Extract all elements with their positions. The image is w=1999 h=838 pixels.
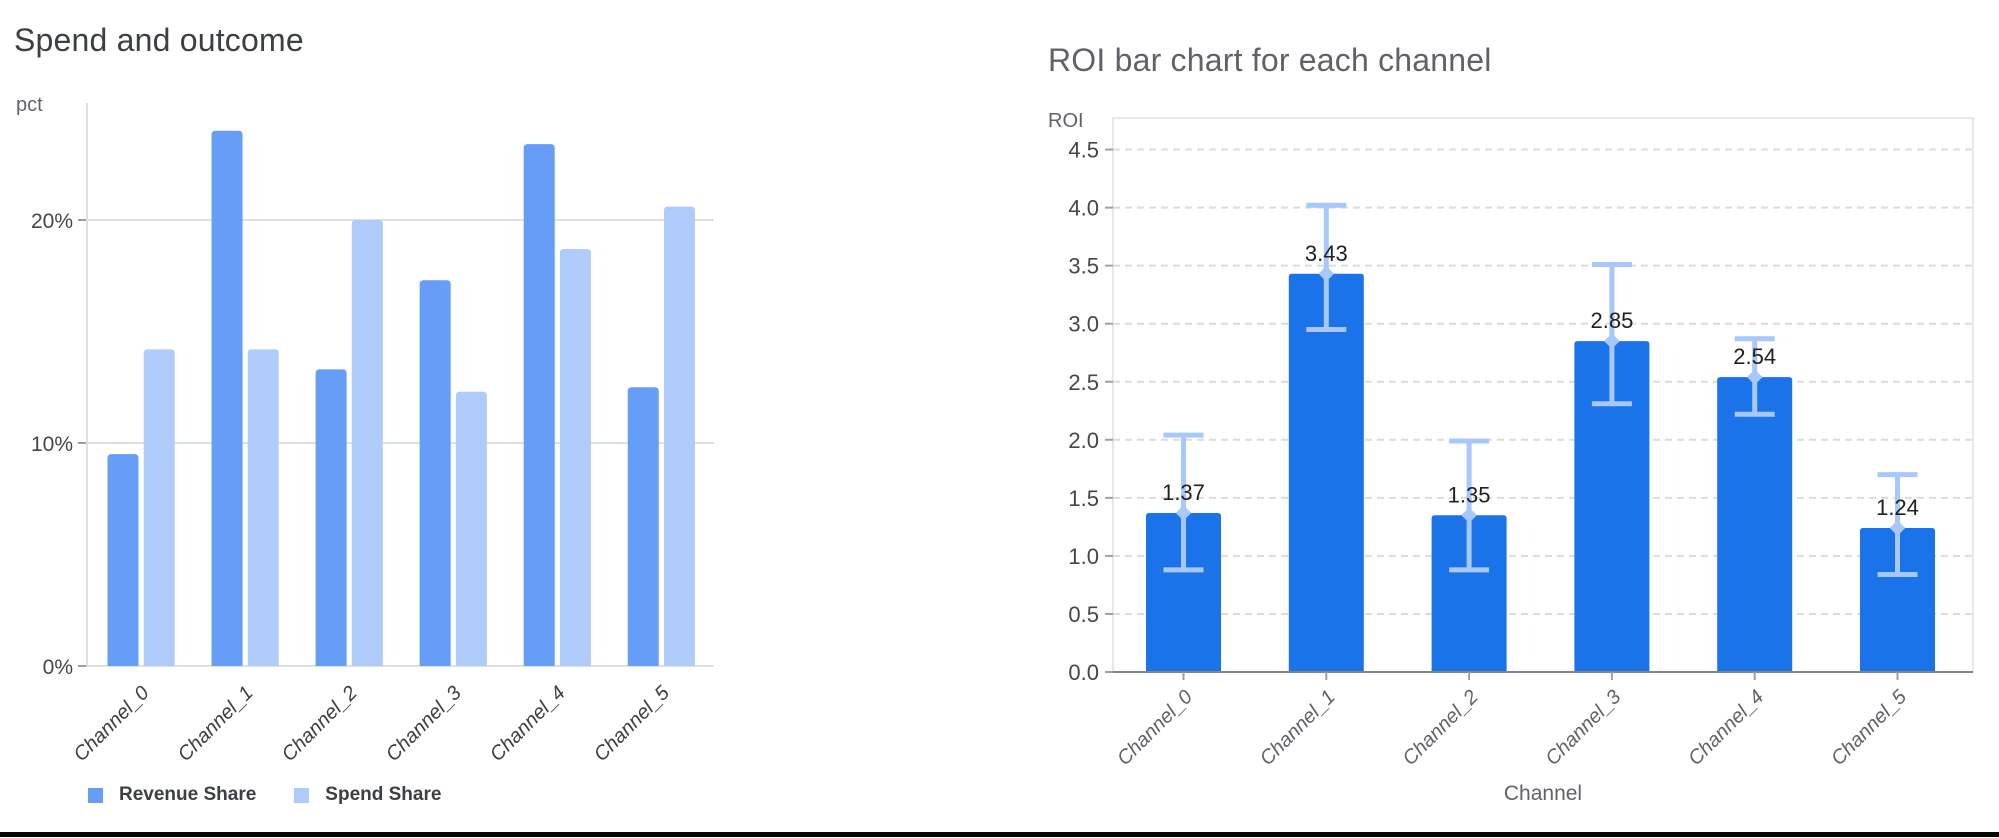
error-bar-channel_5 [1877,472,1918,577]
bar-channel_1-revenue[interactable] [211,130,243,667]
error-bar-channel_3 [1591,261,1632,407]
y-tick-label: 0% [43,656,73,679]
bar-channel_2[interactable] [1431,515,1507,672]
bar-channel_0-spend[interactable] [143,349,175,666]
bar-channel_4[interactable] [1717,377,1793,672]
x-tick-label-right: Channel_2 [1399,686,1483,770]
y-tick-label: 4.0 [1068,196,1099,221]
bar-channel_0-revenue[interactable] [107,454,139,666]
legend-item-revenue-share[interactable]: Revenue Share [88,784,256,806]
bar-channel_1[interactable] [1288,273,1364,672]
bar-channel_0[interactable] [1146,512,1221,672]
bar-value-label: 3.43 [1305,241,1348,266]
y-tick-label: 2.5 [1068,370,1099,395]
y-tick-label: 3.5 [1068,254,1099,279]
plot-border [1112,117,1974,673]
bar-value-label: 1.35 [1448,482,1491,507]
x-tick-label-right: Channel_3 [1541,686,1625,770]
bar-value-label: 1.24 [1876,495,1919,520]
right-chart-title: ROI bar chart for each channel [1048,42,1492,78]
left-chart-legend: Revenue Share Spend Share [88,784,441,806]
spend-share-swatch [294,787,310,803]
bar-value-label: 1.37 [1162,480,1205,505]
right-chart-plot-area: 0.0 0.5 1.0 1.5 2.0 2.5 3.0 3.5 4.0 4.5 1.37 3.43 1.… [1068,117,1974,770]
x-tick-label-left: Channel_4 [486,682,570,766]
y-tick-label: 10% [31,433,73,456]
bar-channel_4-revenue[interactable] [523,144,555,666]
window-bottom-edge [0,832,1999,837]
spend-outcome-chart-panel: Spend and outcome pct 0% 10% 20% Channel_0 C… [0,0,770,838]
right-chart-y-axis-label: ROI [1048,110,1084,132]
x-tick-label-right: Channel_0 [1113,686,1197,770]
x-tick-label-left: Channel_0 [70,682,154,766]
bar-channel_2-revenue[interactable] [315,369,347,666]
x-tick-label-right: Channel_5 [1827,685,1912,770]
bar-channel_5[interactable] [1860,528,1935,672]
error-bar-channel_2 [1449,438,1490,573]
bar-channel_5-revenue[interactable] [627,387,659,666]
bar-channel_3-revenue[interactable] [419,280,451,666]
bar-channel_3[interactable] [1574,341,1650,672]
left-chart-title: Spend and outcome [14,22,304,58]
x-tick-label-left: Channel_5 [590,681,675,766]
revenue-share-swatch [88,787,103,803]
left-chart-plot-area: 0%10%20%Channel_0 Channel_1 Channel_2 Chann… [31,103,714,766]
y-tick-label: 3.0 [1068,312,1099,337]
y-tick-label: 0.0 [1068,660,1099,685]
bar-value-label: 2.54 [1733,344,1776,369]
legend-item-spend-share[interactable]: Spend Share [294,784,441,806]
revenue-share-label: Revenue Share [119,784,257,805]
y-tick-label: 1.5 [1068,486,1099,511]
spend-share-label: Spend Share [325,784,442,805]
x-tick-label-right: Channel_4 [1684,686,1768,770]
x-tick-label-right: Channel_1 [1256,686,1340,770]
y-tick-label: 0.5 [1068,602,1099,627]
left-chart-y-unit-label: pct [16,94,43,116]
x-tick-label-left: Channel_1 [174,682,258,766]
y-tick-label: 1.0 [1068,544,1099,569]
roi-chart-panel: ROI bar chart for each channel ROI 0.0 0.… [1040,0,1999,838]
x-tick-label-left: Channel_2 [278,682,362,766]
y-tick-label: 2.0 [1068,428,1099,453]
bar-channel_4-spend[interactable] [559,248,591,667]
bar-value-label: 2.85 [1590,308,1633,333]
bar-channel_3-spend[interactable] [455,391,487,666]
y-tick-label: 4.5 [1068,138,1099,163]
y-tick-label: 20% [31,210,73,233]
right-chart-x-axis-title: Channel [1503,782,1583,805]
bar-channel_2-spend[interactable] [351,220,383,666]
error-bar-channel_0 [1163,432,1204,573]
x-tick-label-left: Channel_3 [382,682,466,766]
bar-channel_5-spend[interactable] [663,206,695,666]
bar-channel_1-spend[interactable] [247,349,279,666]
